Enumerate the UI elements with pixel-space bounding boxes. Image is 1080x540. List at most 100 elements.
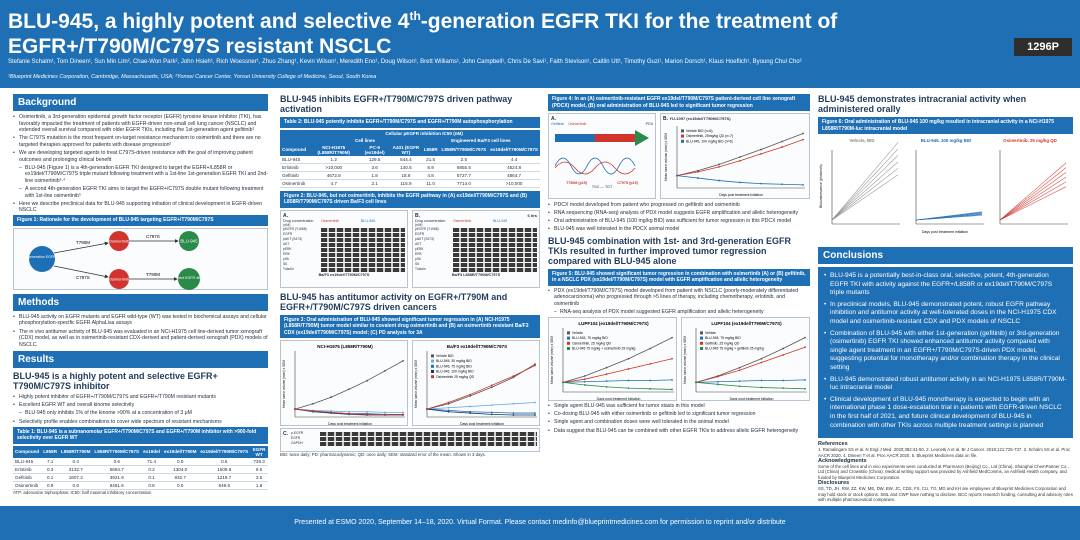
series-line [426,408,535,414]
figure5b-chart: LUPF104 (ex19del/T790M/C797S) Days post t… [681,317,810,402]
table-cell: 11.0 [421,179,440,188]
list-item: PDX (ex19del/T790M/C797S) model develope… [548,288,810,308]
chart-title: LUPF104 (ex19del/T790M/C797S) [578,321,649,326]
data-point [366,413,368,416]
animal-trace [831,161,899,221]
list-item: Highly potent inhibitor of EGFR+/T790M/C… [13,394,268,401]
list-item: The C797S mutation is the most frequent … [13,135,268,148]
legend-label: Osimertinib 25 mg/kg QD [436,375,475,379]
gel-band [453,262,537,267]
list-item: BLU-945 is a potentially best-in-class o… [824,272,1067,298]
list-item: Selectivity profile enables combinations… [13,419,268,426]
node-blueprint [178,267,200,290]
data-point [627,368,630,371]
data-point [718,163,720,166]
background-heading: Background [13,94,268,111]
list-item: Oral administration of BLU-945 (100 mg/k… [548,218,810,225]
legend-swatch [431,370,434,373]
data-point [671,379,673,381]
conclusions-box: BLU-945 is a potentially best-in-class o… [818,267,1073,439]
table-cell: 0.6 [198,457,251,466]
y-axis-label: Mean tumor volume (mm³) ± SEM [683,336,687,384]
mutation-labels: T790M (p19) C797S (p19) [551,181,653,185]
table-header-cell: L858R [41,445,60,458]
gel-band [320,437,537,441]
data-point [781,183,783,186]
legend-swatch [700,342,703,346]
data-point [781,146,783,148]
legend-label: BLU-945, 75 mg/kg BID [705,336,741,340]
data-point [469,394,472,397]
gel-band [321,257,405,262]
list-item: Here we describe preclinical data for BL… [13,201,268,214]
data-point [402,411,404,414]
data-point [402,360,404,362]
node-osimertinib-2-label: Osimertinib [109,276,130,281]
data-point [534,401,536,404]
data-point [384,413,386,416]
table-cell: >10,000 [308,163,360,172]
data-point [716,375,719,378]
data-point [671,358,673,360]
list-item: Single agent BLU-945 was sufficient for … [548,403,810,410]
data-point [649,388,652,390]
legend-label: BLU-945, 100 mg/kg BID (n=6) [686,139,733,143]
codon-label: TGC — TGT [591,185,613,189]
data-point [697,169,699,172]
data-point [512,412,515,414]
gel-band [453,257,537,262]
data-point [782,379,785,382]
data-point [469,412,472,414]
x-axis-label: Days post treatment initiation [922,230,968,234]
data-point [348,412,350,415]
conclusions-list: BLU-945 is a potentially best-in-class o… [824,272,1067,430]
table-header-cell: EGFR WT [250,445,268,458]
table-cell: 849.6 [198,481,251,490]
node-osimertinib-label: Osimertinib [109,238,130,243]
data-point [627,387,630,390]
band-label: AKT [415,241,422,246]
mutation-c797s: C797S (p19) [617,181,638,185]
table-cell: 1219.7 [198,473,251,482]
legend-label: BLU-945 75 mg/kg + osimertinib 25 mg/kg [572,347,636,351]
x-axis-label: Days post treatment initiation [328,422,372,426]
figure6-chart: Vehicle, BID BLU-945, 100 mg/kg BID Osimer… [819,138,1068,234]
table-cell: 0.6 [59,481,93,490]
chart-title: NCI-H1975 (L858R/T790M) [317,344,373,349]
data-point [649,363,652,365]
chart-title: YU-1097 (ex19del/T790M/C797S) [669,116,731,121]
legend-label: BLU-945, 75 mg/kg BID [436,364,472,368]
legend-osimertinib: Osimertinib [568,122,587,126]
table-header-cell: L858R [421,143,440,156]
table-cell: 0.6 [92,457,142,466]
table-cell: 0.6 [161,481,199,490]
figure3b-chart: Ba/F3 ex19del/T790M/C797S Days post treat… [412,340,540,426]
band-labels: p-EGFR EGFR GAPDH [291,431,317,449]
blot-body: pEGFR (Y1068) EGFR pAKT (S473) AKT pERK ERK pS… [283,227,405,273]
legend-swatch [567,347,570,351]
table-cell: 4864.7 [488,171,540,180]
data-point [649,379,652,382]
table-row: BLU-945 1.2 129.5 544.4 21.5 2.5 4.4 [280,155,540,164]
legend-label: Osimertinib, 25 mg/kg QD [572,342,612,346]
gel-band [453,247,537,252]
y-axis-label: Mean tumor volume (mm³) ± SEM [414,360,418,408]
band-label: pS6 [283,256,289,261]
band-label: pS6 [415,256,421,261]
table-cell: 71.4 [141,457,162,466]
data-point [804,388,806,390]
list-item: Clinical development of BLU-945 monother… [824,396,1067,430]
table1: Compound L858R L858R/T790M L858R/T790M/C797… [13,445,268,490]
gel-band [321,242,405,247]
blu-label: BLU-945 [361,218,376,223]
band-label: ERK [283,251,290,256]
data-point [697,177,699,179]
gel-band [321,247,405,252]
list-item: Excellent EGFR WT and overall kinome sel… [13,402,268,409]
table-cell: BLU-945 [13,457,42,466]
table2-group2: Engineered Ba/F3 cell lines [421,136,540,144]
band-label: GAPDH [291,441,303,445]
series-line [426,408,535,416]
data-point [782,354,785,357]
edge-c797s-label: C797S [76,275,90,280]
